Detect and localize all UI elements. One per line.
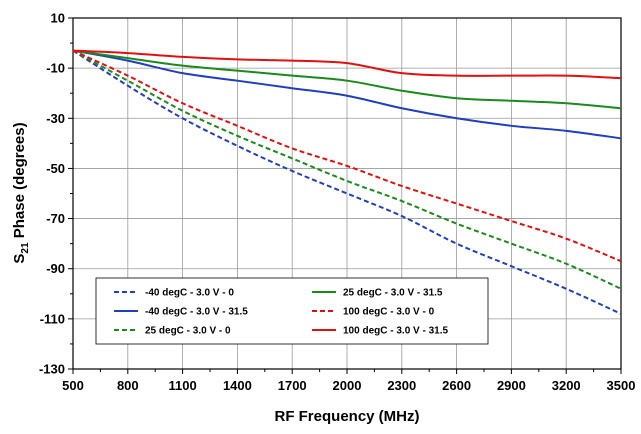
y-tick-label: -110: [40, 311, 65, 326]
y-tick-label: -50: [46, 161, 65, 176]
x-tick-label: 3200: [552, 378, 581, 393]
legend-label: 100 degC - 3.0 V - 0: [343, 307, 435, 318]
y-tick-label: -30: [46, 111, 65, 126]
axis-ticks: [68, 17, 622, 374]
y-axis-title-prefix: S: [11, 254, 28, 264]
y-axis-title-suffix: Phase (degrees): [11, 122, 28, 242]
x-axis-title: RF Frequency (MHz): [274, 408, 419, 425]
legend-label: 25 degC - 3.0 V - 31.5: [343, 288, 443, 299]
legend-item: 100 degC - 3.0 V - 31.5: [312, 326, 448, 337]
x-tick-label: 2600: [442, 378, 471, 393]
legend-label: 25 degC - 3.0 V - 0: [145, 326, 231, 337]
legend-label: -40 degC - 3.0 V - 0: [145, 288, 234, 299]
legend-item: 100 degC - 3.0 V - 0: [312, 307, 435, 318]
x-tick-label: 1100: [168, 378, 196, 393]
series-line-25-degc-3-0-v-31-5: [72, 49, 622, 110]
series-lines: [72, 49, 622, 315]
legend: -40 degC - 3.0 V - 0 -40 degC - 3.0 V - 3…: [95, 277, 489, 345]
series-line-40-degc-3-0-v-31-5: [72, 49, 622, 140]
legend-item: -40 degC - 3.0 V - 0: [114, 288, 234, 299]
legend-box: [95, 277, 489, 345]
y-tick-label: -10: [46, 61, 65, 76]
x-tick-label: 800: [117, 378, 139, 393]
series-line-25-degc-3-0-v-0: [72, 49, 622, 290]
y-tick-label: -130: [39, 362, 65, 377]
x-tick-label: 2900: [497, 378, 526, 393]
legend-item: 25 degC - 3.0 V - 31.5: [312, 288, 443, 299]
x-tick-label: 2000: [333, 378, 362, 393]
x-tick-label: 1400: [223, 378, 252, 393]
y-axis-title: S21 Phase (degrees): [11, 122, 31, 263]
legend-label: -40 degC - 3.0 V - 31.5: [145, 307, 248, 318]
y-tick-label: -90: [46, 261, 65, 276]
y-tick-label: -70: [46, 211, 65, 226]
y-axis-title-subscript: 21: [20, 242, 31, 254]
x-tick-label: 500: [62, 378, 84, 393]
series-line-100-degc-3-0-v-0: [72, 49, 622, 263]
legend-item: -40 degC - 3.0 V - 31.5: [114, 307, 248, 318]
x-tick-label: 1700: [278, 378, 307, 393]
legend-item: 25 degC - 3.0 V - 0: [114, 326, 231, 337]
series-line-100-degc-3-0-v-31-5: [72, 49, 622, 80]
series-line-40-degc-3-0-v-0: [72, 49, 622, 315]
x-tick-label: 3500: [607, 378, 636, 393]
legend-label: 100 degC - 3.0 V - 31.5: [343, 326, 448, 337]
x-tick-label: 2300: [387, 378, 416, 393]
y-tick-label: 10: [51, 11, 65, 26]
